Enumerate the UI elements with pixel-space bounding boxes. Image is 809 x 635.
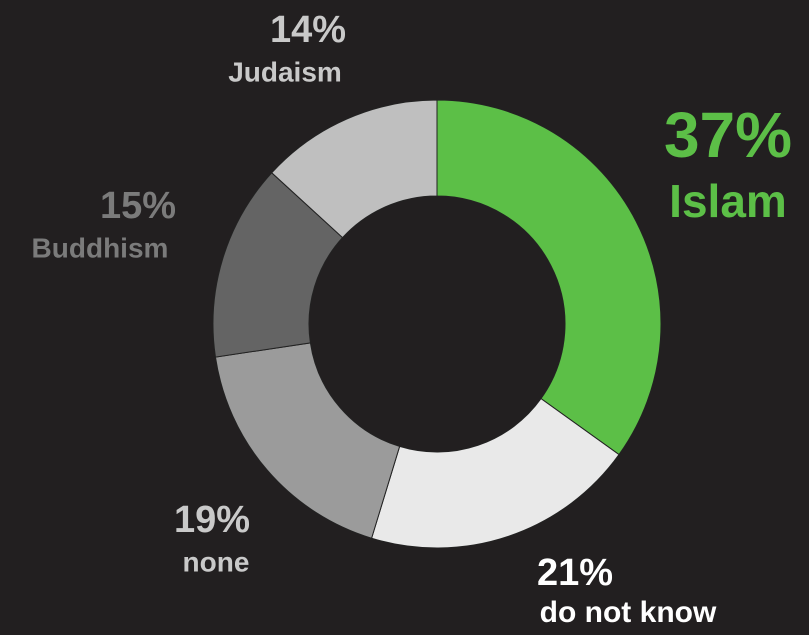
category-label: Islam [669, 175, 787, 227]
donut-slice [436, 99, 662, 456]
donut-slice [370, 397, 620, 549]
value-label: 15% [100, 185, 176, 227]
value-label: 37% [664, 99, 792, 171]
value-label: 14% [270, 9, 346, 51]
donut-slice [271, 99, 438, 239]
category-label: Judaism [228, 56, 342, 87]
value-label: 21% [537, 552, 613, 594]
category-label: none [183, 546, 250, 577]
donut-slice [214, 342, 401, 539]
category-label: Buddhism [32, 232, 169, 263]
category-label: do not know [540, 596, 717, 629]
value-label: 19% [174, 499, 250, 541]
